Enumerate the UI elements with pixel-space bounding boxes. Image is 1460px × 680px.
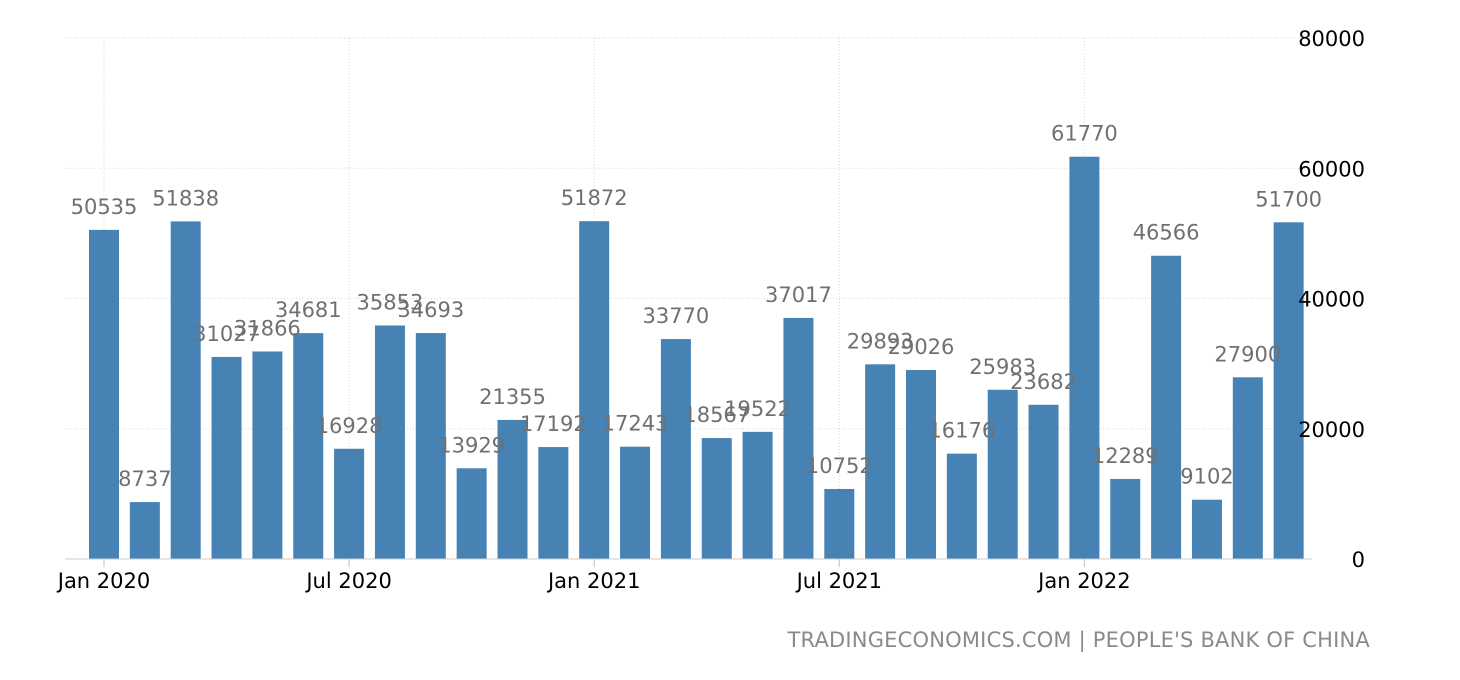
data-label: 37017	[765, 283, 832, 307]
data-label: 16928	[316, 414, 383, 438]
x-tick-label: Jul 2021	[795, 569, 882, 593]
data-label: 27900	[1214, 342, 1281, 366]
x-tick-label: Jan 2022	[1036, 569, 1131, 593]
data-label: 31866	[234, 316, 301, 340]
data-label: 51838	[152, 186, 219, 210]
y-tick-label: 60000	[1298, 157, 1365, 181]
source-attribution: TRADINGECONOMICS.COM | PEOPLE'S BANK OF …	[787, 628, 1370, 652]
data-label: 13929	[438, 433, 505, 457]
data-label: 25983	[969, 355, 1036, 379]
data-label: 29893	[847, 329, 914, 353]
data-label: 46566	[1133, 221, 1200, 245]
bar	[1191, 499, 1222, 559]
data-label: 10752	[806, 454, 873, 478]
data-label: 19522	[724, 397, 791, 421]
bar	[415, 333, 446, 559]
bar	[1110, 478, 1141, 559]
data-label: 8737	[118, 467, 171, 491]
x-tick-label: Jan 2020	[56, 569, 151, 593]
bar	[456, 468, 487, 559]
data-label: 61770	[1051, 122, 1118, 146]
bar	[1151, 255, 1182, 559]
bar	[1069, 156, 1100, 559]
x-axis: Jan 2020 Jul 2020 Jan 2021 Jul 2021 Jan 2022	[56, 558, 1312, 593]
bar	[252, 351, 283, 559]
bar	[824, 488, 855, 559]
y-tick-label: 0	[1352, 548, 1365, 572]
data-label: 51872	[561, 186, 628, 210]
x-tick-label: Jan 2021	[546, 569, 641, 593]
data-label: 34693	[397, 298, 464, 322]
bars-group	[89, 156, 1304, 559]
data-label: 35853	[357, 291, 424, 315]
data-label: 21355	[479, 385, 546, 409]
bar	[374, 325, 405, 559]
data-label: 17243	[602, 412, 669, 436]
bar	[946, 453, 977, 559]
data-label: 23682	[1010, 370, 1077, 394]
bar	[660, 339, 691, 559]
bar	[865, 364, 896, 559]
data-label: 17192	[520, 412, 587, 436]
y-tick-label: 40000	[1298, 288, 1365, 312]
data-label: 18567	[683, 403, 750, 427]
data-label: 12289	[1092, 444, 1159, 468]
bar	[1232, 377, 1263, 559]
data-label: 51700	[1255, 187, 1322, 211]
bar	[1273, 222, 1304, 559]
bar	[538, 447, 569, 559]
y-axis: 0 20000 40000 60000 80000	[1298, 27, 1365, 572]
bar	[987, 389, 1018, 559]
bar	[170, 221, 201, 559]
data-labels-group: 5053587375183831027318663468116928358533…	[71, 122, 1322, 491]
x-tick-label: Jul 2020	[304, 569, 391, 593]
data-label: 16176	[928, 419, 995, 443]
data-label: 9102	[1180, 465, 1233, 489]
y-tick-label: 80000	[1298, 27, 1365, 51]
bar	[579, 221, 610, 559]
data-label: 31027	[193, 322, 260, 346]
bar	[1028, 404, 1059, 559]
bar	[783, 317, 814, 559]
data-label: 50535	[71, 195, 138, 219]
bar	[701, 438, 732, 559]
bar	[89, 229, 119, 559]
bar	[293, 333, 324, 559]
data-label: 33770	[642, 304, 709, 328]
bar	[742, 431, 773, 559]
data-label: 34681	[275, 298, 342, 322]
bar	[906, 369, 936, 559]
bar	[211, 356, 242, 559]
y-tick-label: 20000	[1298, 418, 1365, 442]
data-label: 29026	[888, 335, 955, 359]
bar	[497, 419, 528, 559]
bar	[334, 448, 365, 559]
bar	[620, 446, 651, 559]
bar	[129, 502, 160, 559]
